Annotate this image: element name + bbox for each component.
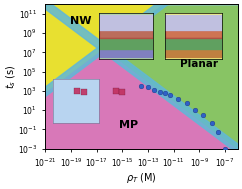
Point [146,86,150,89]
Point [82,90,86,93]
Point [176,97,180,100]
Point [158,90,162,93]
Point [194,109,197,112]
Text: NW: NW [70,16,92,26]
Point [121,91,124,94]
X-axis label: $\rho_T$ (M): $\rho_T$ (M) [126,171,157,185]
Point [210,121,214,124]
Point [216,131,220,134]
Point [152,89,156,92]
Point [139,85,143,88]
Point [185,102,189,105]
Point [168,93,172,96]
Text: Planar: Planar [180,59,218,69]
Point [163,91,167,94]
Point [114,90,118,93]
Text: MP: MP [119,120,138,130]
Y-axis label: $t_s$ (s): $t_s$ (s) [4,64,18,89]
Point [223,147,227,150]
Point [75,89,79,92]
Point [201,114,205,117]
